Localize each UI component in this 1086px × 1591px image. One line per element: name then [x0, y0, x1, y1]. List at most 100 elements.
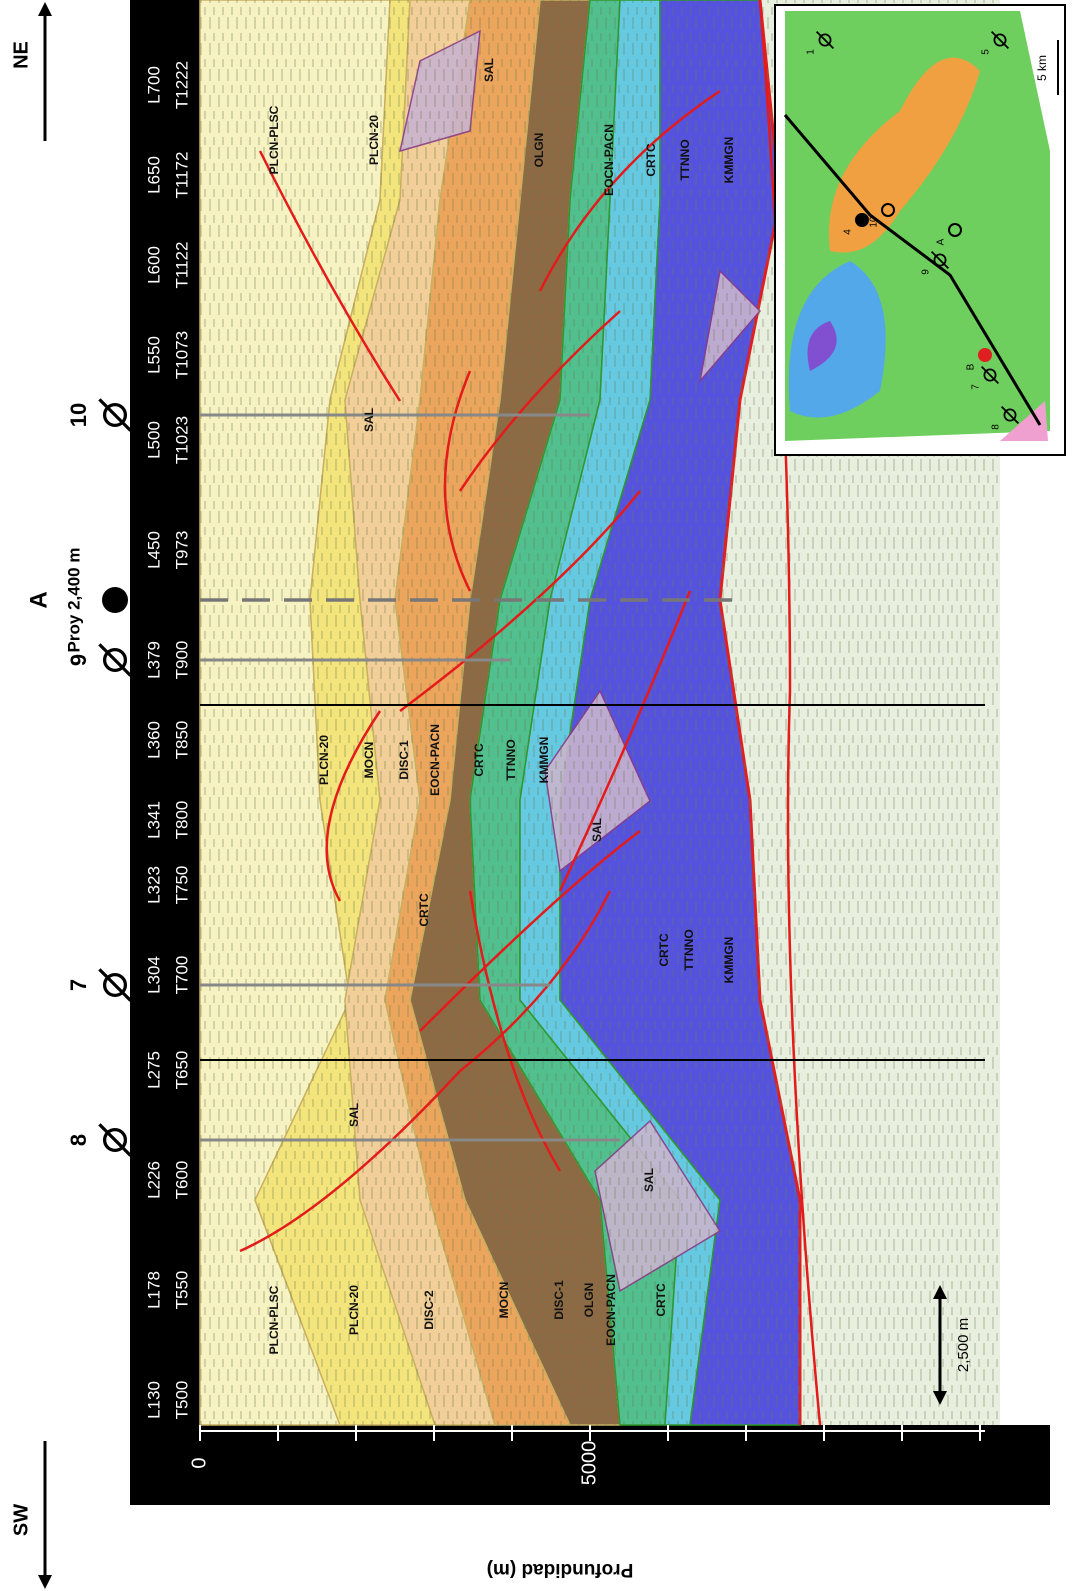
trace-label: T1222	[172, 61, 191, 109]
inset-low	[788, 261, 886, 418]
well-label: 7	[66, 979, 91, 991]
line-label: L500	[144, 421, 163, 459]
well-symbol	[1003, 408, 1017, 422]
well-label: 10	[66, 403, 91, 427]
header-band	[130, 0, 200, 1425]
projected-well-label: A	[25, 591, 52, 608]
layer-label: PLCN-20	[367, 115, 381, 165]
inset-scale-label: 5 km	[1035, 55, 1049, 81]
line-label: L275	[144, 1051, 163, 1089]
inset-well-label: 10	[869, 216, 880, 228]
trace-label: T1172	[172, 152, 191, 199]
inset-well-label: A	[936, 238, 947, 245]
well-symbol-stroke	[98, 398, 132, 432]
layer-label: CRTC	[654, 1283, 668, 1317]
line-label: L379	[144, 641, 163, 679]
direction-sw: SW	[10, 1504, 32, 1536]
trace-label: T650	[172, 1051, 191, 1090]
line-label: L550	[144, 336, 163, 374]
layer-label: PLCN-PLSC	[267, 1285, 281, 1354]
well-symbol-stroke	[980, 365, 1000, 385]
layer-label: KMMGN	[722, 137, 736, 184]
direction-ne: NE	[10, 41, 32, 69]
layer-label: EOCN-PACN	[428, 724, 442, 796]
layer-label: CRTC	[644, 143, 658, 177]
well-symbol	[818, 33, 832, 47]
layer-label: MOCN	[497, 1282, 511, 1319]
inset-well-label: 4	[843, 229, 854, 235]
layer-label: CRTC	[657, 933, 671, 967]
well-symbol	[993, 33, 1007, 47]
layer-label: TTNNO	[678, 139, 692, 180]
well-symbol-stroke	[1000, 405, 1020, 425]
well-symbol-stroke	[98, 643, 132, 677]
trace-label: T750	[172, 866, 191, 905]
rotated-figure: L130 T500 L178 T550 L226 T600 L275 T650 L304 T700…	[10, 0, 1066, 1589]
well-label: 9	[66, 654, 91, 666]
layer-label: DISC-1	[397, 740, 411, 780]
inset-well-dot	[978, 348, 992, 362]
fault	[239, 890, 612, 1253]
layer-label: SAL	[362, 408, 376, 432]
well-symbol-stroke	[990, 30, 1010, 50]
inset-well-label: 1	[806, 49, 817, 55]
scale-bar-head	[933, 1285, 947, 1405]
trace-label: T700	[172, 956, 191, 995]
fault	[468, 890, 562, 1172]
layer-label: TTNNO	[682, 929, 696, 970]
well-label: 8	[66, 1134, 91, 1146]
line-label: L178	[144, 1271, 163, 1309]
fault	[538, 89, 721, 292]
trace-label: T900	[172, 641, 191, 680]
layer-label: PLCN-PLSC	[267, 105, 281, 174]
trace-label: T800	[172, 801, 191, 840]
inset-well-ring	[948, 223, 962, 237]
layer-label: EOCN-PACN	[602, 124, 616, 196]
fault	[399, 490, 641, 712]
layer-label: OLGN	[532, 133, 546, 168]
trace-label: T1073	[172, 331, 191, 379]
fault	[443, 370, 472, 592]
well-symbol	[102, 402, 128, 428]
layer-label: PLCN-20	[347, 1285, 361, 1335]
well-symbol	[983, 368, 997, 382]
trace-label: T550	[172, 1271, 191, 1310]
arrow-ne-head	[38, 2, 52, 16]
projected-well-symbol	[102, 587, 128, 613]
line-label: L323	[144, 866, 163, 904]
trace-label: T1122	[172, 242, 191, 289]
well-symbol-stroke	[815, 30, 835, 50]
fault	[419, 830, 641, 1032]
layer-label: DISC-2	[422, 1290, 436, 1330]
layer-label: CRTC	[472, 743, 486, 777]
well-symbol	[102, 972, 128, 998]
inset-well-label: B	[966, 363, 977, 370]
scale-bar-label: 2,500 m	[955, 1318, 972, 1372]
line-label: L700	[144, 66, 163, 104]
well-symbol	[102, 1127, 128, 1153]
inset-salt	[1000, 401, 1048, 441]
fault	[325, 710, 382, 902]
layer-label: DISC-1	[552, 1280, 566, 1320]
depth-axis-title: Profundidad (m)	[487, 1559, 634, 1580]
depth-tick-label: 5000	[578, 1441, 600, 1486]
layer-label: TTNNO	[504, 739, 518, 780]
well-symbol-stroke	[930, 250, 950, 270]
inset-deep	[807, 321, 837, 371]
inset-map: 1 5 4 10 A 9 B 7 8 5 km	[774, 4, 1066, 456]
layer-label: KMMGN	[722, 937, 736, 984]
layer-label: MOCN	[362, 742, 376, 779]
layer-label: PLCN-20	[317, 735, 331, 785]
arrow-sw-head	[38, 1575, 52, 1589]
depth-band	[130, 1425, 1050, 1505]
layer-label: SAL	[590, 818, 604, 842]
projected-well-note: Proy 2,400 m	[64, 548, 83, 653]
inset-well-dot	[855, 213, 869, 227]
well-symbol	[933, 253, 947, 267]
trace-label: T500	[172, 1381, 191, 1420]
well-symbol-stroke	[98, 1123, 132, 1157]
line-label: L600	[144, 246, 163, 284]
fault	[558, 590, 692, 892]
